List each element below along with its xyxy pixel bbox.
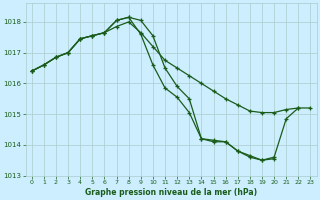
X-axis label: Graphe pression niveau de la mer (hPa): Graphe pression niveau de la mer (hPa): [85, 188, 257, 197]
